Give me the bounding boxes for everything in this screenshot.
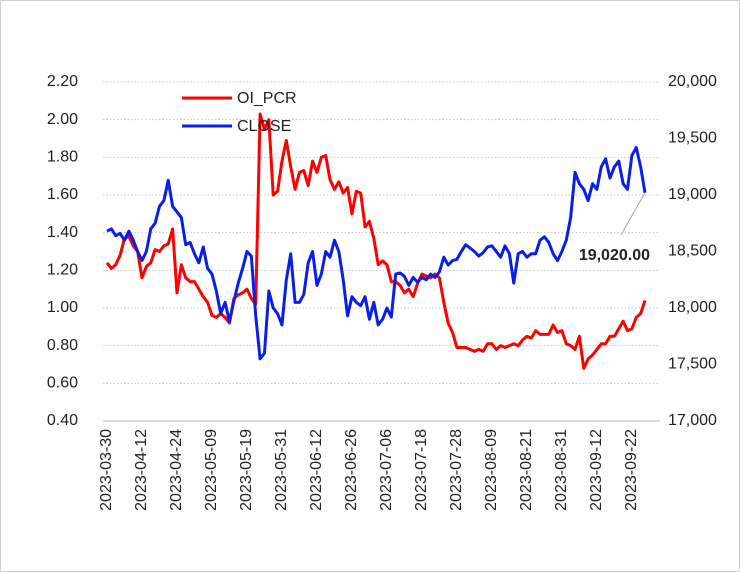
y2-tick-label: 20,000 <box>668 73 717 90</box>
x-tick-label: 2023-08-31 <box>553 429 570 511</box>
y2-tick-label: 18,500 <box>668 243 717 260</box>
x-tick-label: 2023-08-21 <box>518 429 535 511</box>
x-tick-label: 2023-05-31 <box>273 429 290 511</box>
annotation-leader <box>620 192 646 235</box>
legend-label: OI_PCR <box>237 90 297 107</box>
legend-label: CLOSE <box>237 118 291 135</box>
y-tick-label: 0.80 <box>47 337 78 354</box>
x-tick-label: 2023-08-09 <box>483 429 500 511</box>
y-tick-label: 1.60 <box>47 186 78 203</box>
y-tick-label: 0.40 <box>47 412 78 429</box>
y-tick-label: 1.00 <box>47 299 78 316</box>
y-tick-label: 1.40 <box>47 224 78 241</box>
y2-tick-label: 19,500 <box>668 130 717 147</box>
data-label: 19,020.00 <box>579 247 650 264</box>
x-tick-label: 2023-07-06 <box>378 429 395 511</box>
x-tick-label: 2023-09-22 <box>623 429 640 511</box>
x-tick-label: 2023-06-26 <box>343 429 360 511</box>
x-tick-label: 2023-04-24 <box>168 429 185 511</box>
x-tick-label: 2023-07-18 <box>413 429 430 511</box>
y-tick-label: 1.80 <box>47 149 78 166</box>
x-tick-label: 2023-04-12 <box>133 429 150 511</box>
x-tick-label: 2023-05-19 <box>238 429 255 511</box>
y-tick-label: 2.20 <box>47 73 78 90</box>
y-tick-label: 0.60 <box>47 375 78 392</box>
x-tick-label: 2023-03-30 <box>98 429 115 511</box>
series-line <box>106 146 647 361</box>
y2-tick-label: 17,000 <box>668 412 717 429</box>
x-tick-label: 2023-07-28 <box>448 429 465 511</box>
y2-tick-label: 19,000 <box>668 186 717 203</box>
x-tick-label: 2023-06-12 <box>308 429 325 511</box>
x-tick-label: 2023-05-09 <box>203 429 220 511</box>
series-line <box>105 112 647 370</box>
y-tick-label: 1.20 <box>47 262 78 279</box>
y2-tick-label: 18,000 <box>668 299 717 316</box>
y2-tick-label: 17,500 <box>668 356 717 373</box>
y-tick-label: 2.00 <box>47 111 78 128</box>
x-tick-label: 2023-09-12 <box>588 429 605 511</box>
